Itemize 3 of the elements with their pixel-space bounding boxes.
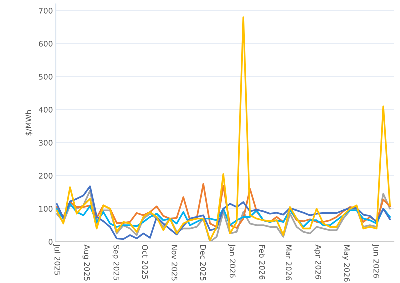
- line-series: [56, 203, 392, 228]
- line-series: [56, 16, 392, 242]
- line-series: [56, 183, 392, 229]
